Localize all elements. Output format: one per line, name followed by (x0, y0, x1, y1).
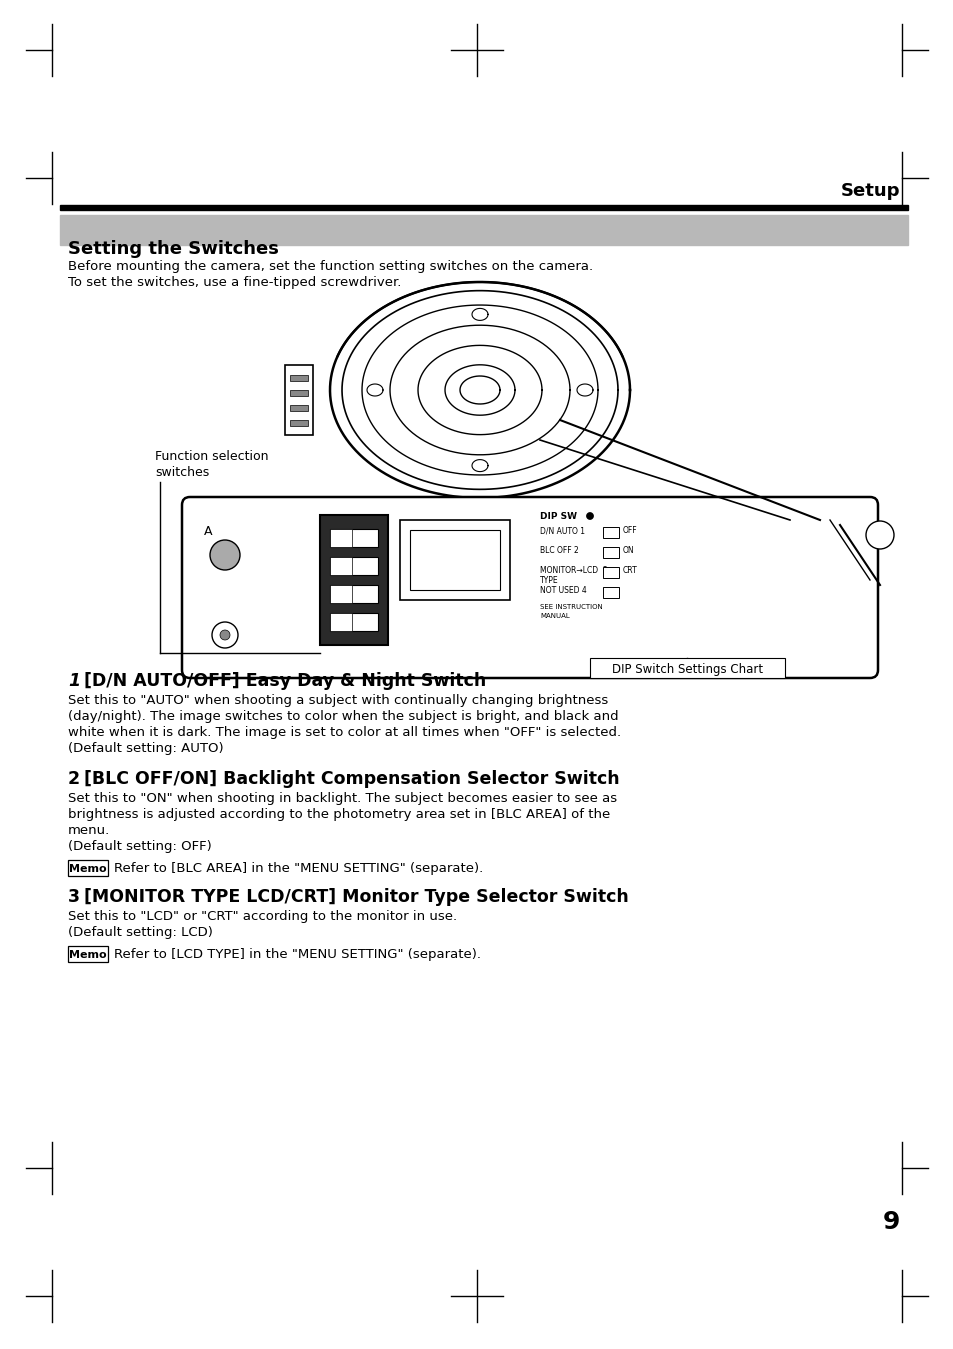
Bar (330, 557, 352, 575)
Circle shape (212, 622, 237, 648)
Bar (290, 375, 308, 380)
Text: DIP SW: DIP SW (539, 513, 577, 521)
Text: 3: 3 (68, 888, 80, 907)
Bar (68, 861, 108, 876)
Bar (290, 405, 308, 411)
Text: 9: 9 (882, 1210, 899, 1234)
Circle shape (865, 521, 893, 549)
Text: Before mounting the camera, set the function setting switches on the camera.: Before mounting the camera, set the func… (68, 260, 593, 272)
Bar (60, 214, 907, 246)
Bar (285, 366, 313, 434)
Bar (589, 658, 784, 679)
Text: (day/night). The image switches to color when the subject is bright, and black a: (day/night). The image switches to color… (68, 710, 618, 723)
Bar (330, 585, 377, 603)
Circle shape (210, 540, 240, 571)
Text: Refer to [BLC AREA] in the "MENU SETTING" (separate).: Refer to [BLC AREA] in the "MENU SETTING… (113, 862, 483, 876)
Bar (330, 529, 352, 546)
Text: 1: 1 (68, 672, 80, 689)
Bar (290, 390, 308, 397)
Bar (602, 546, 618, 558)
Text: menu.: menu. (68, 824, 111, 836)
Bar (602, 527, 618, 538)
Bar (68, 946, 108, 962)
Bar (602, 567, 618, 577)
Text: A: A (204, 525, 212, 538)
Text: Set this to "ON" when shooting in backlight. The subject becomes easier to see a: Set this to "ON" when shooting in backli… (68, 792, 617, 805)
Text: Setting the Switches: Setting the Switches (68, 240, 278, 258)
Text: [MONITOR TYPE LCD/CRT] Monitor Type Selector Switch: [MONITOR TYPE LCD/CRT] Monitor Type Sele… (84, 888, 628, 907)
FancyBboxPatch shape (182, 496, 877, 679)
Bar (290, 420, 308, 426)
Text: 2: 2 (68, 770, 80, 788)
Text: [BLC OFF/ON] Backlight Compensation Selector Switch: [BLC OFF/ON] Backlight Compensation Sele… (84, 770, 619, 788)
Text: D/N AUTO 1: D/N AUTO 1 (539, 526, 584, 536)
Bar (330, 585, 352, 603)
Text: (Default setting: AUTO): (Default setting: AUTO) (68, 742, 223, 755)
Text: white when it is dark. The image is set to color at all times when "OFF" is sele: white when it is dark. The image is set … (68, 726, 620, 739)
Text: SEE INSTRUCTION: SEE INSTRUCTION (539, 604, 602, 610)
Bar (330, 612, 352, 631)
Text: OFF: OFF (622, 526, 637, 536)
Text: BLC OFF 2: BLC OFF 2 (539, 546, 578, 554)
Text: Memo: Memo (70, 950, 107, 960)
Text: brightness is adjusted according to the photometry area set in [BLC AREA] of the: brightness is adjusted according to the … (68, 808, 610, 822)
Bar (330, 557, 377, 575)
Circle shape (220, 630, 230, 639)
Text: [D/N AUTO/OFF] Easy Day & Night Switch: [D/N AUTO/OFF] Easy Day & Night Switch (84, 672, 486, 689)
Text: To set the switches, use a fine-tipped screwdriver.: To set the switches, use a fine-tipped s… (68, 277, 401, 289)
Text: MONITOR→LCD  3: MONITOR→LCD 3 (539, 567, 607, 575)
Text: DIP Switch Settings Chart: DIP Switch Settings Chart (611, 664, 762, 676)
Text: NOT USED 4: NOT USED 4 (539, 585, 586, 595)
Bar (410, 530, 499, 590)
Text: TYPE: TYPE (539, 576, 558, 585)
Text: Memo: Memo (70, 863, 107, 874)
Text: Refer to [LCD TYPE] in the "MENU SETTING" (separate).: Refer to [LCD TYPE] in the "MENU SETTING… (113, 948, 480, 960)
Bar (602, 587, 618, 598)
Text: Function selection: Function selection (154, 451, 268, 463)
Text: MANUAL: MANUAL (539, 612, 569, 619)
Bar (330, 529, 377, 546)
Text: switches: switches (154, 465, 209, 479)
Text: Setup: Setup (840, 182, 899, 200)
Text: Set this to "AUTO" when shooting a subject with continually changing brightness: Set this to "AUTO" when shooting a subje… (68, 693, 608, 707)
Circle shape (586, 513, 593, 519)
Bar (330, 612, 377, 631)
Text: Set this to "LCD" or "CRT" according to the monitor in use.: Set this to "LCD" or "CRT" according to … (68, 911, 456, 923)
Text: (Default setting: OFF): (Default setting: OFF) (68, 840, 212, 853)
Text: CRT: CRT (622, 567, 638, 575)
Bar (319, 515, 388, 645)
Text: ON: ON (622, 546, 634, 554)
Bar (60, 205, 907, 210)
Bar (399, 519, 510, 600)
Text: (Default setting: LCD): (Default setting: LCD) (68, 925, 213, 939)
